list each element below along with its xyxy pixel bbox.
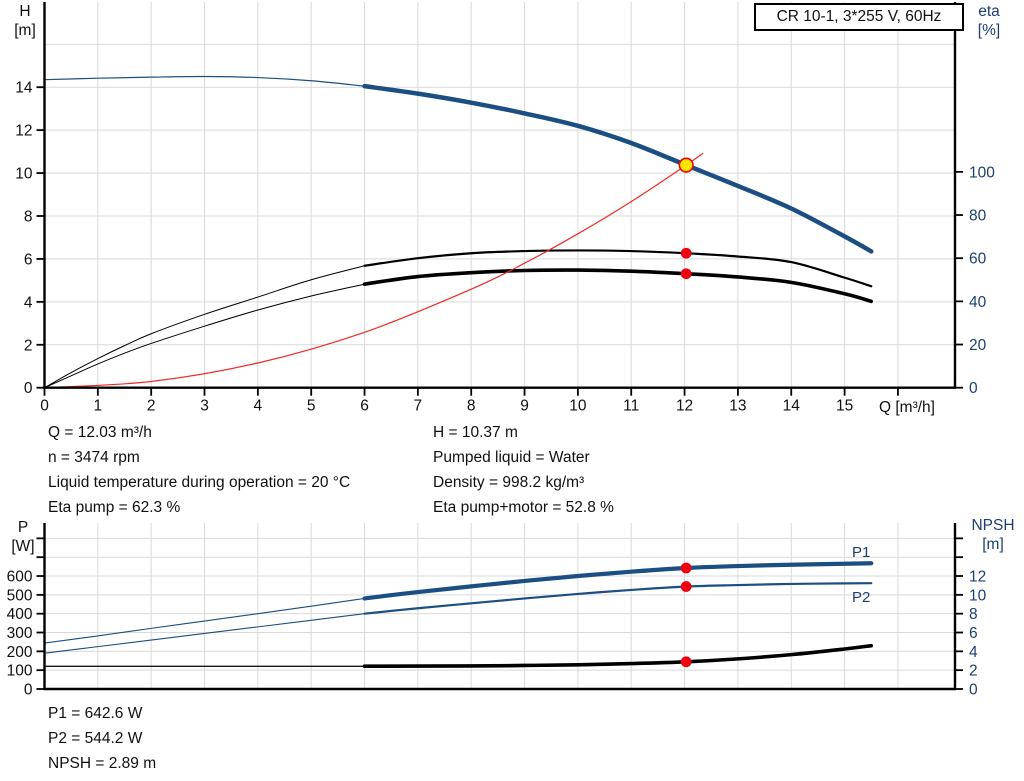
P1-curve — [362, 561, 874, 601]
tick-label: 2 — [24, 337, 33, 354]
eta-pump-curve-thin — [44, 265, 365, 389]
tick-label: 12 — [15, 123, 32, 140]
h-axis-label: H [m] — [14, 3, 36, 39]
tick-label: 4 — [24, 294, 33, 311]
head-curve — [362, 83, 874, 254]
p2-duty-dot — [680, 581, 692, 592]
result-line-temp: Liquid temperature during operation = 20… — [48, 474, 351, 491]
tick-label: 15 — [836, 398, 853, 415]
tick-label: 14 — [783, 398, 801, 415]
tick-label: 0 — [24, 380, 33, 397]
tick-label: 6 — [360, 398, 369, 415]
eta-axis-label: eta [%] — [977, 3, 1001, 39]
tick-label: 1 — [94, 398, 103, 415]
tick-label: 12 — [969, 569, 986, 586]
eta-pump-motor-duty-dot — [680, 268, 692, 280]
tick-label: 300 — [7, 625, 33, 642]
tick-label: 3 — [200, 398, 209, 415]
tick-label: 10 — [969, 587, 987, 604]
eta-pump-motor-curve-thin — [44, 283, 365, 389]
tick-label: 10 — [15, 166, 33, 183]
tick-label: 0 — [24, 682, 33, 699]
result-line-p2: P2 = 544.2 W — [48, 730, 143, 747]
tick-label: 2 — [147, 398, 156, 415]
result-line-density: Density = 998.2 kg/m³ — [433, 474, 585, 491]
P2-curve-thin — [44, 613, 365, 654]
P1-curve-thin — [44, 597, 365, 644]
tick-label: 7 — [414, 398, 423, 415]
tick-label: 0 — [40, 398, 49, 415]
tick-label: 4 — [254, 398, 263, 415]
result-line-eta-total: Eta pump+motor = 52.8 % — [433, 499, 614, 516]
duty-parabola-curve — [44, 152, 704, 389]
tick-label: 100 — [7, 663, 33, 680]
tick-label: 60 — [969, 251, 987, 268]
result-line-p1: P1 = 642.6 W — [48, 705, 143, 722]
q-axis-label: Q [m³/h] — [879, 399, 935, 416]
tick-label: 4 — [969, 644, 978, 661]
npsh-duty-dot — [680, 656, 692, 668]
tick-label: 80 — [969, 208, 987, 225]
NPSH-curve — [362, 643, 874, 669]
tick-label: 8 — [467, 398, 476, 415]
P2-curve — [363, 582, 873, 615]
tick-label: 5 — [307, 398, 316, 415]
tick-label: 11 — [623, 398, 639, 415]
tick-label: 2 — [969, 663, 978, 680]
tick-label: 9 — [520, 398, 529, 415]
result-line-eta-pump: Eta pump = 62.3 % — [48, 499, 181, 516]
tick-label: 13 — [729, 398, 746, 415]
tick-label: 200 — [7, 644, 33, 661]
head-curve-thin — [44, 75, 365, 87]
p-axis-label: P [W] — [11, 519, 35, 555]
tick-label: 8 — [24, 208, 33, 225]
npsh-axis-label: NPSH [m] — [971, 517, 1015, 553]
tick-label: 10 — [569, 398, 587, 415]
eta-pump-motor-curve — [362, 268, 874, 304]
result-line-npsh: NPSH = 2.89 m — [48, 755, 157, 772]
eta-pump-curve — [363, 249, 873, 288]
tick-label: 6 — [24, 251, 33, 268]
tick-label: 8 — [969, 606, 978, 623]
tick-label: 400 — [7, 606, 33, 623]
tick-label: 600 — [7, 569, 33, 586]
p2-curve-label: P2 — [852, 589, 871, 606]
tick-label: 0 — [969, 380, 978, 397]
p1-duty-dot — [680, 562, 692, 574]
tick-label: 100 — [969, 164, 995, 181]
tick-label: 14 — [15, 80, 33, 97]
operating-point — [678, 157, 694, 173]
tick-label: 6 — [969, 625, 978, 642]
tick-label: 40 — [969, 294, 987, 311]
tick-label: 0 — [969, 682, 978, 699]
hq-eta-chart: 0 1 2 3 4 5 6 7 8 9 10 11 12 13 14 15024681012140204060… — [15, 2, 995, 415]
results-block-right: H = 10.37 m Pumped liquid = Water Densit… — [433, 420, 614, 520]
pump-model-box: CR 10-1, 3*255 V, 60Hz — [754, 3, 964, 31]
result-line-q: Q = 12.03 m³/h — [48, 424, 152, 441]
result-line-liquid: Pumped liquid = Water — [433, 449, 590, 466]
eta-pump-duty-dot — [680, 247, 692, 259]
result-line-n: n = 3474 rpm — [48, 449, 140, 466]
tick-label: 500 — [7, 587, 33, 604]
p1-curve-label: P1 — [852, 544, 871, 561]
tick-label: 12 — [676, 398, 693, 415]
results-block-bottom: P1 = 642.6 W P2 = 544.2 W NPSH = 2.89 m — [48, 701, 156, 776]
results-block-left: Q = 12.03 m³/h n = 3474 rpm Liquid tempe… — [48, 420, 350, 520]
tick-label: 20 — [969, 337, 987, 354]
result-line-h: H = 10.37 m — [433, 424, 518, 441]
